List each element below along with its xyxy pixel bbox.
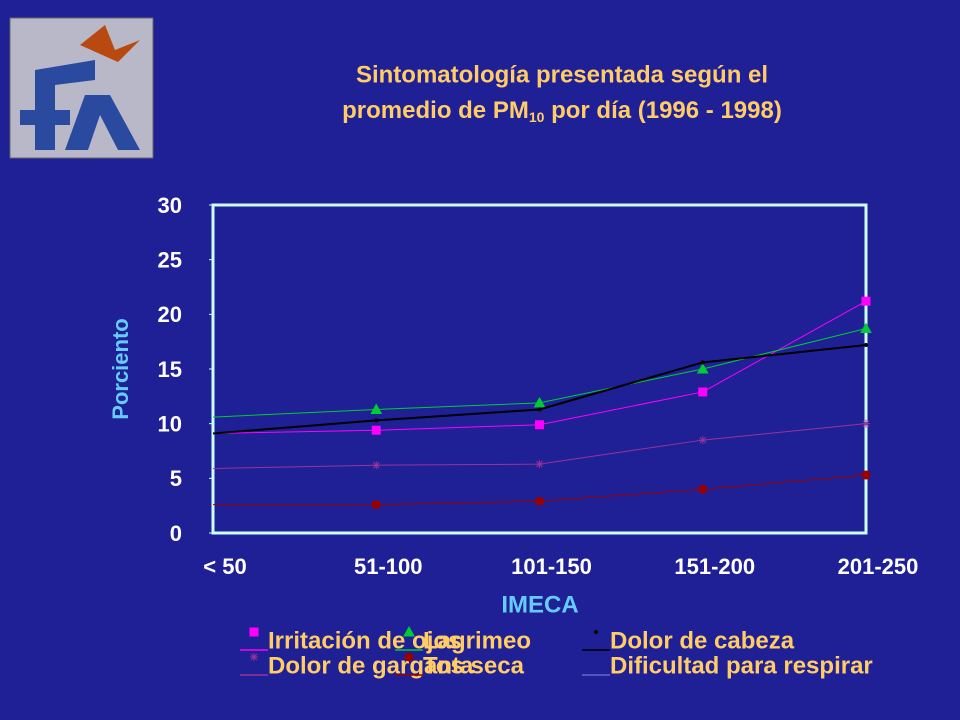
y-tick-label: 0 <box>170 521 182 546</box>
point <box>698 436 707 445</box>
point <box>698 387 708 397</box>
point <box>861 296 871 306</box>
point <box>861 470 871 480</box>
series-line <box>212 343 867 435</box>
y-tick-label: 25 <box>158 247 182 272</box>
legend-label: Dolor de garganta <box>268 652 474 679</box>
y-tick-label: 5 <box>170 466 182 491</box>
logo-shape <box>65 95 140 150</box>
point <box>533 396 546 408</box>
title-sub: 10 <box>529 109 545 125</box>
x-tick-label: < 50 <box>203 554 246 579</box>
logo-shape <box>20 110 70 125</box>
point <box>370 403 383 414</box>
logo-butterfly <box>80 25 140 62</box>
point <box>535 496 544 506</box>
y-axis-label: Porciento <box>108 318 133 419</box>
point <box>250 653 258 661</box>
y-tick-label: 10 <box>158 411 182 436</box>
y-tick-label: 15 <box>158 357 182 382</box>
point <box>537 407 542 412</box>
legend-label: Dificultad para respirar <box>610 652 873 679</box>
legend-label: Lagrimeo <box>423 627 531 654</box>
point <box>862 419 870 428</box>
point <box>535 460 544 469</box>
legend-label: Dolor de cabeza <box>610 627 795 654</box>
x-tick-label: 151-200 <box>674 554 755 579</box>
chart-title: promedio de PM10 por día (1996 - 1998) <box>342 97 782 124</box>
y-tick-label: 30 <box>158 193 182 218</box>
x-axis-label: IMECA <box>501 591 578 618</box>
point <box>374 418 379 423</box>
chart-title: Sintomatología presentada según el <box>356 61 768 88</box>
point <box>249 627 259 637</box>
logo <box>9 17 154 159</box>
x-tick-label: 201-250 <box>838 554 919 579</box>
legend-label: Tos seca <box>423 652 525 679</box>
point <box>700 360 705 365</box>
point <box>404 652 414 662</box>
x-tick-label: 101-150 <box>511 554 592 579</box>
point <box>696 362 709 374</box>
y-tick-label: 20 <box>158 302 182 327</box>
x-tick-label: 51-100 <box>354 554 423 579</box>
logo-shape <box>35 60 95 150</box>
point <box>864 342 868 347</box>
point <box>371 500 381 510</box>
series-line <box>212 300 867 435</box>
point <box>698 484 708 494</box>
point <box>403 625 415 637</box>
point <box>594 630 598 634</box>
legend-label: Irritación de ojos <box>268 627 461 654</box>
title-part: por día (1996 - 1998) <box>544 97 781 124</box>
point <box>371 425 381 435</box>
point <box>372 461 381 470</box>
title-part: promedio de PM <box>342 97 529 124</box>
point <box>535 420 544 430</box>
point <box>860 322 872 334</box>
